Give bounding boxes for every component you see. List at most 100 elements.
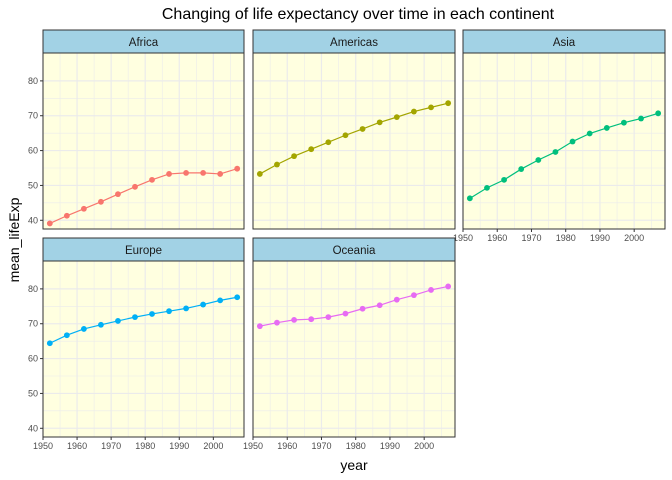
data-point-europe-1987 [166,308,172,315]
data-point-oceania-1992 [393,296,400,303]
data-point-americas-1957 [274,161,280,168]
series-line-asia [469,112,659,199]
x-axis-title: year [340,457,368,473]
data-point-africa-1972 [115,191,121,198]
data-point-oceania-1987 [376,302,383,309]
y-tick-label: 80 [28,284,38,294]
data-point-americas-2007 [445,100,452,107]
data-point-europe-1997 [200,301,207,308]
y-axis-title: mean_lifeExp [6,197,22,282]
data-point-americas-1982 [359,126,366,132]
data-point-africa-1952 [46,220,53,227]
data-point-africa-1962 [80,205,87,212]
series-line-americas [259,102,449,175]
data-point-asia-1957 [484,184,490,191]
x-tick-label: 2000 [414,441,434,451]
data-point-asia-1992 [603,125,610,131]
data-point-asia-1982 [569,138,576,145]
x-tick-label: 2000 [203,441,223,451]
data-point-asia-1972 [535,157,542,163]
data-point-africa-1967 [98,198,104,205]
data-point-asia-1977 [552,149,559,155]
facet-strip-label-americas: Americas [330,37,378,49]
data-point-oceania-1962 [291,316,297,323]
y-tick-label: 40 [28,423,38,433]
data-point-americas-2002 [428,104,434,111]
x-tick-label: 1990 [169,441,189,451]
data-point-africa-1992 [183,169,189,176]
x-tick-label: 1950 [33,441,53,451]
data-point-oceania-1967 [308,316,315,323]
x-tick-label: 1960 [487,233,507,243]
data-point-europe-1992 [183,305,189,312]
data-point-americas-1997 [411,108,417,115]
y-tick-label: 40 [28,215,38,225]
x-tick-label: 1970 [101,441,121,451]
facet-panel-europe: Europe 40 50 60 70 80 1950 1960 1970 1980 1990 2000 [28,237,245,451]
x-tick-label: 1990 [590,233,610,243]
facet-strip-label-oceania: Oceania [333,245,376,257]
data-point-europe-1982 [149,311,155,317]
data-point-europe-1977 [132,314,138,321]
series-line-europe [49,296,238,344]
data-point-oceania-1972 [325,314,332,321]
data-point-europe-1967 [98,321,104,328]
grid-lines-europe [42,261,244,437]
data-point-europe-1952 [46,340,53,347]
data-point-asia-2007 [655,110,662,117]
data-point-asia-1997 [621,119,627,126]
y-tick-label: 50 [28,180,38,190]
data-point-oceania-2002 [428,287,434,293]
data-point-africa-1997 [200,169,207,176]
data-point-americas-1977 [342,132,349,139]
data-point-oceania-1977 [342,310,349,317]
data-point-africa-1957 [63,212,70,219]
data-point-oceania-1952 [256,323,263,330]
data-point-americas-1952 [256,171,263,177]
x-tick-label: 1990 [380,441,400,451]
data-point-asia-1967 [518,166,525,172]
y-tick-label: 70 [28,111,38,121]
data-point-americas-1992 [393,114,400,121]
data-point-oceania-1982 [359,305,366,312]
panel-border-europe [42,260,245,438]
facet-panels: Africa 40 50 60 70 80 Americas Asia 1950 1960 1970… [28,29,666,451]
data-point-europe-1972 [115,318,121,324]
data-point-oceania-1957 [274,319,280,326]
data-point-africa-2002 [217,171,224,177]
data-point-oceania-1997 [411,292,417,299]
facet-panel-oceania: Oceania 1950 1960 1970 1980 1990 2000 [243,237,456,451]
x-tick-label: 1970 [311,441,331,451]
facet-strip-label-asia: Asia [553,37,576,49]
data-point-europe-2007 [234,294,241,301]
x-tick-label: 1970 [521,233,541,243]
panel-border-oceania [252,260,456,438]
x-tick-label: 1960 [67,441,87,451]
x-tick-label: 1950 [453,233,473,243]
data-point-africa-1977 [132,183,138,190]
data-point-europe-2002 [217,297,224,304]
data-point-europe-1962 [80,326,87,332]
data-point-africa-1982 [149,176,155,183]
x-tick-label: 1950 [243,441,263,451]
panel-border-asia [462,52,666,230]
data-point-americas-1967 [308,146,315,153]
data-point-asia-1987 [586,130,593,137]
data-point-africa-2007 [234,165,241,172]
chart-title: Changing of life expectancy over time in… [162,6,555,23]
data-point-americas-1987 [376,119,383,126]
grid-lines-asia [462,53,665,229]
y-tick-label: 80 [28,76,38,86]
y-tick-label: 50 [28,388,38,398]
y-tick-label: 60 [28,146,38,156]
facet-strip-label-africa: Africa [129,37,159,49]
data-point-asia-1962 [501,176,507,183]
x-tick-label: 1980 [346,441,366,451]
x-tick-label: 1980 [556,233,576,243]
data-point-europe-1957 [63,332,70,339]
x-tick-label: 2000 [624,233,644,243]
data-point-africa-1987 [166,171,172,177]
x-tick-label: 1980 [135,441,155,451]
facet-panel-americas: Americas [252,29,456,230]
